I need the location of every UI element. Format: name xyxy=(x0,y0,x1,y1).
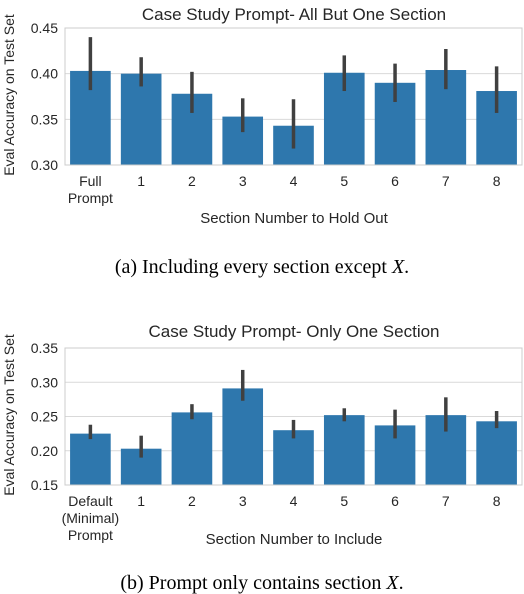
x-tick-label: 5 xyxy=(340,173,348,189)
x-tick-label: 5 xyxy=(340,493,348,509)
chart-a-error-bars xyxy=(88,37,499,149)
x-tick-label: 2 xyxy=(188,493,196,509)
chart-a: Case Study Prompt- All But One Section 0… xyxy=(1,5,523,278)
x-tick-label: 1 xyxy=(137,173,145,189)
x-tick-label: 4 xyxy=(290,493,298,509)
bar xyxy=(476,421,517,485)
bar xyxy=(273,430,314,485)
chart-a-title: Case Study Prompt- All But One Section xyxy=(142,5,446,24)
bar xyxy=(70,433,111,485)
x-tick-label: 1 xyxy=(137,493,145,509)
x-tick-label: 3 xyxy=(239,173,247,189)
chart-b-title: Case Study Prompt- Only One Section xyxy=(148,322,439,341)
x-tick-label: 6 xyxy=(391,173,399,189)
bar xyxy=(120,73,162,165)
chart-a-caption: (a) Including every section except X. xyxy=(115,256,409,278)
x-tick-label: 4 xyxy=(290,173,298,189)
y-tick-label: 0.40 xyxy=(31,66,58,82)
x-tick-label: Default (Minimal) Prompt xyxy=(62,493,120,543)
y-tick-label: 0.25 xyxy=(31,409,58,425)
y-tick-label: 0.30 xyxy=(31,157,58,173)
chart-b-y-axis-label: Eval Accuracy on Test Set xyxy=(1,334,17,496)
chart-b-x-axis-label: Section Number to Include xyxy=(206,531,383,548)
x-tick-label: Full Prompt xyxy=(68,173,113,206)
chart-b-plot-frame xyxy=(64,347,523,486)
chart-a-y-axis-label: Eval Accuracy on Test Set xyxy=(1,14,17,176)
bar xyxy=(222,388,264,485)
bar xyxy=(171,412,213,485)
y-tick-label: 0.20 xyxy=(31,443,58,459)
x-tick-label: 7 xyxy=(442,493,450,509)
x-tick-label: 6 xyxy=(391,493,399,509)
x-tick-label: 7 xyxy=(442,173,450,189)
y-tick-label: 0.30 xyxy=(31,374,58,390)
chart-b-caption: (b) Prompt only contains section X. xyxy=(120,572,403,594)
chart-b-x-tick-labels: Default (Minimal) Prompt 1 2 3 4 5 6 7 8 xyxy=(62,493,501,543)
x-tick-label: 2 xyxy=(188,173,196,189)
x-tick-label: 8 xyxy=(493,493,501,509)
chart-a-x-tick-labels: Full Prompt 1 2 3 4 5 6 7 8 xyxy=(68,173,501,206)
chart-b: Case Study Prompt- Only One Section 0.15… xyxy=(1,322,523,594)
chart-a-plot-frame xyxy=(64,27,523,166)
x-tick-label: 8 xyxy=(493,173,501,189)
chart-b-y-tick-labels: 0.15 0.20 0.25 0.30 0.35 xyxy=(31,340,58,493)
chart-a-y-tick-labels: 0.30 0.35 0.40 0.45 xyxy=(31,20,58,173)
y-tick-label: 0.35 xyxy=(31,111,58,127)
chart-b-error-bars xyxy=(88,369,499,458)
chart-a-x-axis-label: Section Number to Hold Out xyxy=(200,210,388,227)
y-tick-label: 0.45 xyxy=(31,20,58,36)
y-tick-label: 0.35 xyxy=(31,340,58,356)
bar xyxy=(323,415,365,485)
x-tick-label: 3 xyxy=(239,493,247,509)
y-tick-label: 0.15 xyxy=(31,477,58,493)
